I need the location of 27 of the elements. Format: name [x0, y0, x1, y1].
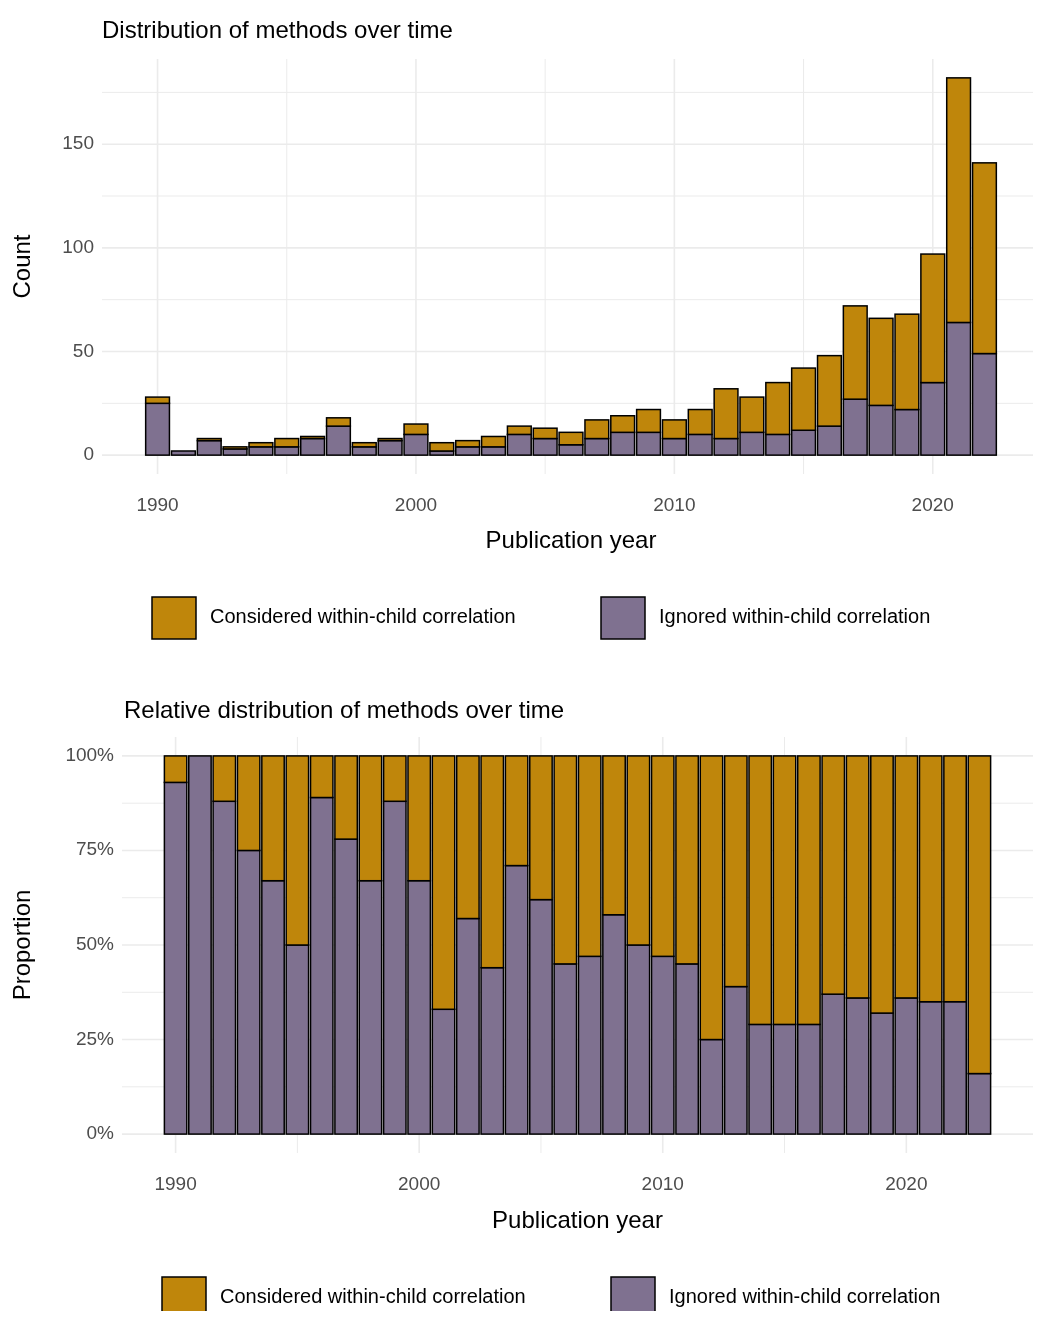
y-tick-label: 25%	[75, 1027, 115, 1049]
x-axis-title: Publication year	[485, 526, 657, 554]
y-tick-label: 100	[62, 235, 94, 257]
y-tick-label: 50%	[75, 933, 115, 955]
y-tick-label: 100%	[65, 743, 115, 765]
y-tick-label: 50	[72, 339, 94, 361]
chart-title: Relative distribution of methods over time	[124, 696, 565, 724]
x-axis-title: Publication year	[492, 1206, 663, 1234]
x-tick-label: 1990	[154, 1173, 197, 1195]
legend-label: Considered within-child correlation	[220, 1285, 526, 1308]
chart-title: Distribution of methods over time	[102, 16, 453, 44]
x-tick-label: 2020	[911, 494, 954, 516]
x-tick-label: 2010	[641, 1173, 684, 1195]
y-tick-label: 0%	[86, 1122, 115, 1144]
x-tick-label: 2000	[398, 1173, 441, 1195]
x-tick-label: 2020	[885, 1173, 928, 1195]
y-tick-label: 0	[83, 443, 94, 465]
y-axis-title: Count	[8, 234, 36, 299]
x-tick-label: 2000	[394, 494, 438, 516]
y-axis-title: Proportion	[8, 889, 36, 1001]
y-tick-label: 75%	[75, 838, 115, 860]
x-tick-label: 2010	[653, 494, 696, 516]
legend-label: Considered within-child correlation	[210, 605, 516, 628]
y-tick-label: 150	[62, 132, 94, 154]
legend-label: Ignored within-child correlation	[659, 605, 931, 628]
x-tick-label: 1990	[136, 494, 179, 516]
legend-label: Ignored within-child correlation	[669, 1285, 941, 1308]
